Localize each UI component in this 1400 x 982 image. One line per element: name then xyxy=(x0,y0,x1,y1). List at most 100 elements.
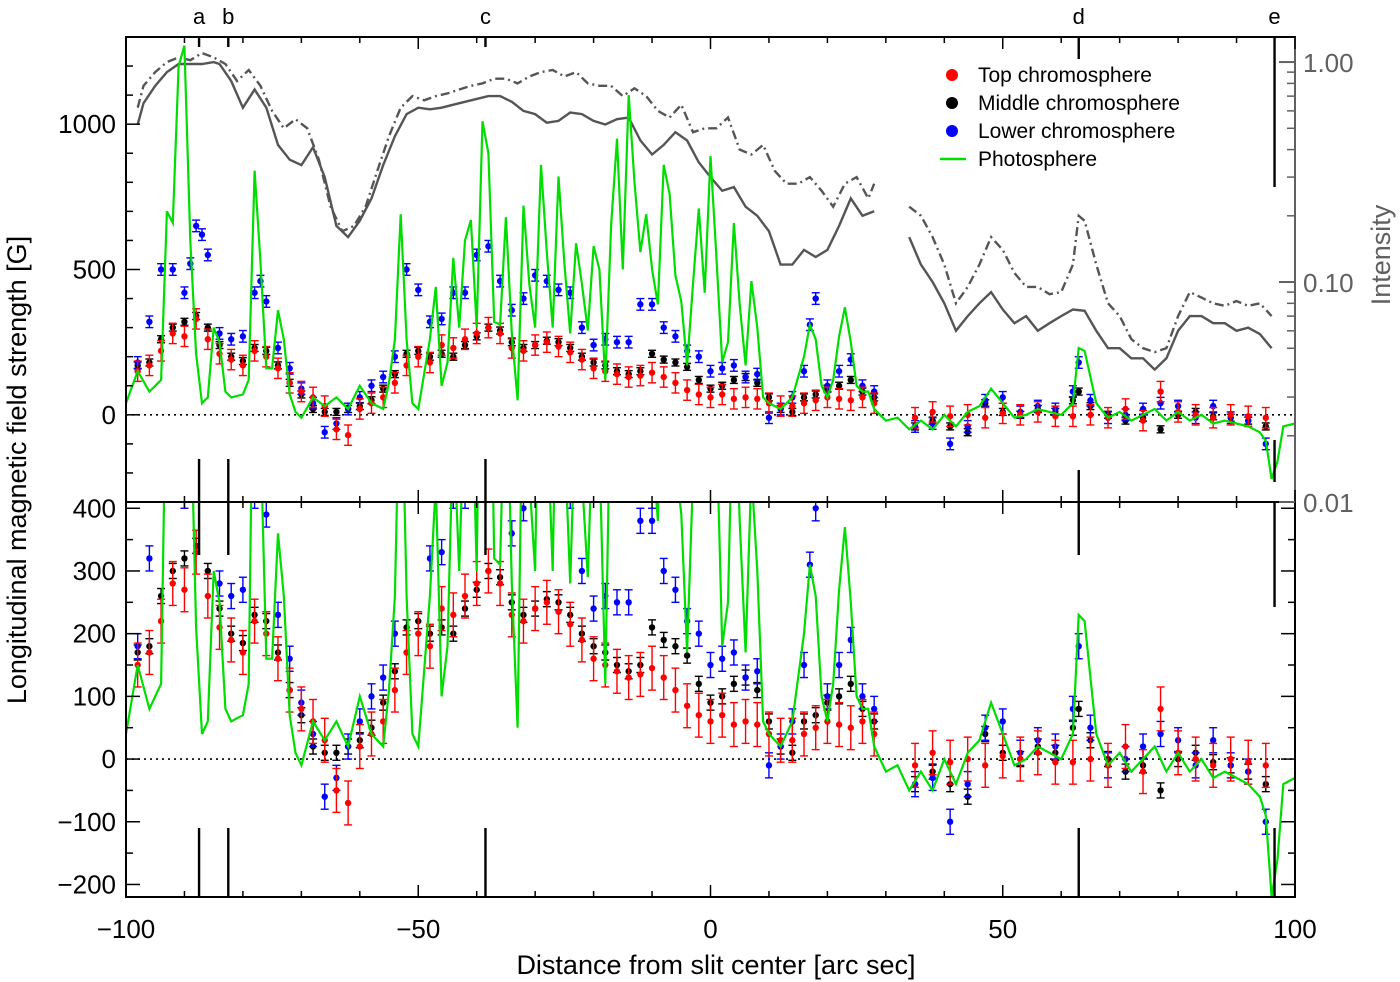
data-point xyxy=(333,787,340,794)
data-point xyxy=(555,343,562,350)
data-point xyxy=(198,231,206,238)
data-point xyxy=(648,664,656,672)
data-point xyxy=(1157,787,1164,794)
data-point xyxy=(333,426,340,433)
bottom-y-tick-label: 300 xyxy=(73,556,116,586)
bottom-y-tick-label: 0 xyxy=(102,744,116,774)
data-point xyxy=(520,347,527,355)
data-point xyxy=(946,818,954,825)
data-point xyxy=(613,668,621,675)
data-point xyxy=(170,442,176,448)
data-point xyxy=(473,330,480,337)
data-point xyxy=(578,324,586,331)
data-point xyxy=(263,511,270,518)
data-point xyxy=(532,455,538,461)
data-point xyxy=(379,373,387,381)
x-tick-label: 100 xyxy=(1273,914,1316,944)
bottom-top-chromosphere-points xyxy=(133,529,1270,826)
data-point xyxy=(426,359,434,366)
data-point xyxy=(543,338,551,346)
data-point xyxy=(1069,758,1077,766)
data-point xyxy=(1262,414,1269,421)
data-point xyxy=(543,599,551,606)
top-y-tick-label: 500 xyxy=(73,255,116,285)
data-point xyxy=(438,315,445,323)
data-point xyxy=(590,655,597,662)
position-marker-e: e xyxy=(1268,4,1280,29)
data-point xyxy=(251,289,258,296)
data-point xyxy=(911,414,919,421)
data-point xyxy=(1087,724,1094,731)
data-point xyxy=(450,493,456,499)
position-marker-d: d xyxy=(1073,4,1085,29)
data-point xyxy=(1245,758,1252,766)
bottom-middle-chromosphere-points xyxy=(133,537,1270,805)
data-point xyxy=(1209,414,1217,421)
data-point xyxy=(146,362,153,369)
data-point xyxy=(415,286,422,294)
legend-swatch-middle-chromosphere xyxy=(946,97,958,109)
bottom-y-tick-label: 100 xyxy=(73,681,116,711)
data-point xyxy=(169,580,176,587)
bottom-panel-data xyxy=(126,367,1295,897)
x-tick-label: 50 xyxy=(988,914,1017,944)
data-point xyxy=(859,718,866,725)
data-point xyxy=(835,382,843,389)
data-point xyxy=(485,324,492,331)
bottom-photosphere-line xyxy=(126,502,1295,897)
data-point xyxy=(847,680,854,688)
data-point xyxy=(1227,755,1234,763)
data-point xyxy=(1122,405,1129,413)
data-point xyxy=(999,752,1006,760)
data-point xyxy=(999,718,1006,725)
data-point xyxy=(344,431,352,439)
data-point xyxy=(835,395,843,403)
data-point xyxy=(707,661,714,669)
data-point xyxy=(625,674,632,681)
data-point xyxy=(672,686,679,694)
intensity-dash-dot-curve-2 xyxy=(908,205,1273,354)
data-point xyxy=(274,344,282,352)
data-point xyxy=(742,373,749,381)
data-point xyxy=(847,397,854,404)
data-point xyxy=(356,405,363,413)
data-point xyxy=(473,580,480,587)
data-point xyxy=(531,341,539,349)
data-point xyxy=(461,289,469,296)
data-point xyxy=(929,749,936,756)
data-point xyxy=(251,617,258,625)
data-point xyxy=(660,373,667,381)
data-point xyxy=(800,661,808,669)
data-point xyxy=(672,586,679,593)
data-point xyxy=(199,367,205,373)
data-point xyxy=(730,395,738,403)
data-point xyxy=(1139,417,1147,424)
data-point xyxy=(157,266,165,273)
data-point xyxy=(754,379,761,387)
data-point xyxy=(982,762,989,769)
data-point xyxy=(1192,755,1199,763)
data-point xyxy=(216,330,223,337)
data-point xyxy=(742,394,749,401)
data-point xyxy=(1052,758,1059,766)
data-point xyxy=(1157,730,1164,738)
bottom-y-tick-label: 400 xyxy=(73,493,116,523)
data-point xyxy=(707,368,714,375)
legend-label-middle-chromosphere: Middle chromosphere xyxy=(978,92,1180,115)
intensity-dash-dot-curve-1 xyxy=(136,51,876,233)
data-point xyxy=(356,743,363,750)
data-point xyxy=(239,333,247,340)
data-point xyxy=(461,592,469,600)
data-point xyxy=(660,567,667,575)
intensity-solid-curve-2 xyxy=(908,236,1273,372)
data-point xyxy=(789,402,796,410)
data-point xyxy=(754,370,761,378)
data-point xyxy=(1139,743,1147,750)
data-point xyxy=(403,442,409,448)
data-point xyxy=(718,365,726,372)
data-point xyxy=(730,680,738,688)
data-point xyxy=(192,222,200,230)
data-point xyxy=(415,353,422,360)
position-marker-a: a xyxy=(193,4,206,29)
data-point xyxy=(368,693,375,700)
